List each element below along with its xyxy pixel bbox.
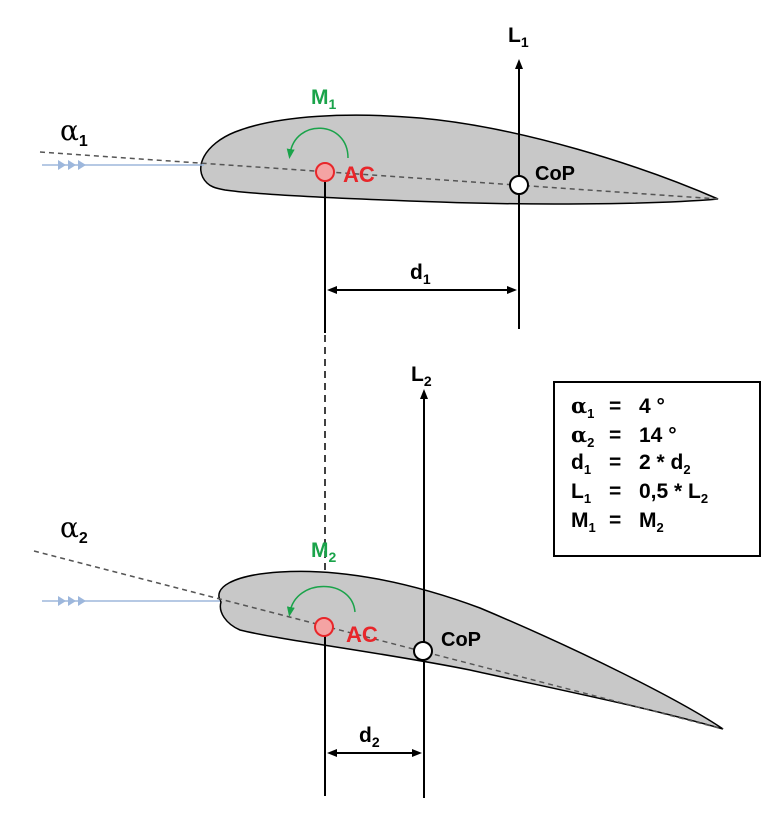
legend-value: 0,5 * L2 bbox=[639, 480, 709, 507]
legend-value: 14 ° bbox=[639, 424, 677, 447]
legend-row: α2 = 14 ° bbox=[571, 422, 759, 451]
bottom-ac-point bbox=[314, 617, 334, 637]
top-flow-arrow bbox=[42, 160, 204, 170]
legend-symbol: α1 bbox=[571, 393, 595, 422]
legend-symbol: M1 bbox=[571, 509, 596, 536]
legend-symbol: α2 bbox=[571, 422, 595, 451]
legend-row: d1 = 2 * d2 bbox=[571, 451, 759, 480]
top-alpha-label: α1 bbox=[60, 114, 88, 150]
top-moment-label: M1 bbox=[311, 86, 337, 112]
bottom-chord-line bbox=[33, 550, 724, 730]
parameter-legend-box: α1 = 4 ° α2 = 14 ° d1 = 2 * d2 L1 = 0,5 … bbox=[553, 381, 761, 557]
bottom-cop-point bbox=[413, 641, 433, 661]
legend-equals: = bbox=[609, 480, 622, 503]
legend-value: M2 bbox=[639, 509, 664, 536]
bottom-alpha-label: α2 bbox=[60, 511, 88, 547]
bottom-section bbox=[33, 389, 724, 798]
bottom-cop-label: CoP bbox=[441, 629, 481, 651]
top-cop-label: CoP bbox=[535, 163, 575, 185]
legend-equals: = bbox=[609, 395, 622, 418]
bottom-moment-label: M2 bbox=[311, 539, 337, 565]
legend-equals: = bbox=[609, 509, 622, 532]
legend-value: 2 * d2 bbox=[639, 451, 691, 478]
legend-symbol: L1 bbox=[571, 480, 592, 507]
top-ac-label: AC bbox=[343, 162, 375, 187]
bottom-flow-arrow bbox=[42, 596, 220, 606]
top-moment-arrow bbox=[286, 127, 349, 159]
legend-symbol: d1 bbox=[571, 451, 592, 478]
top-distance-label: d1 bbox=[410, 261, 431, 287]
bottom-ac-label: AC bbox=[346, 622, 378, 647]
legend-value: 4 ° bbox=[639, 395, 665, 418]
bottom-moment-arrow bbox=[286, 585, 356, 617]
legend-equals: = bbox=[609, 424, 622, 447]
top-cop-point bbox=[509, 175, 529, 195]
top-section bbox=[39, 59, 719, 333]
bottom-lift-label: L2 bbox=[411, 363, 432, 389]
legend-equals: = bbox=[609, 451, 622, 474]
top-ac-point bbox=[315, 162, 335, 182]
bottom-distance-label: d2 bbox=[359, 724, 380, 750]
legend-row: α1 = 4 ° bbox=[571, 393, 759, 422]
legend-row: M1 = M2 bbox=[571, 509, 759, 538]
top-lift-label: L1 bbox=[508, 24, 529, 50]
top-airfoil bbox=[200, 114, 719, 205]
legend-row: L1 = 0,5 * L2 bbox=[571, 480, 759, 509]
